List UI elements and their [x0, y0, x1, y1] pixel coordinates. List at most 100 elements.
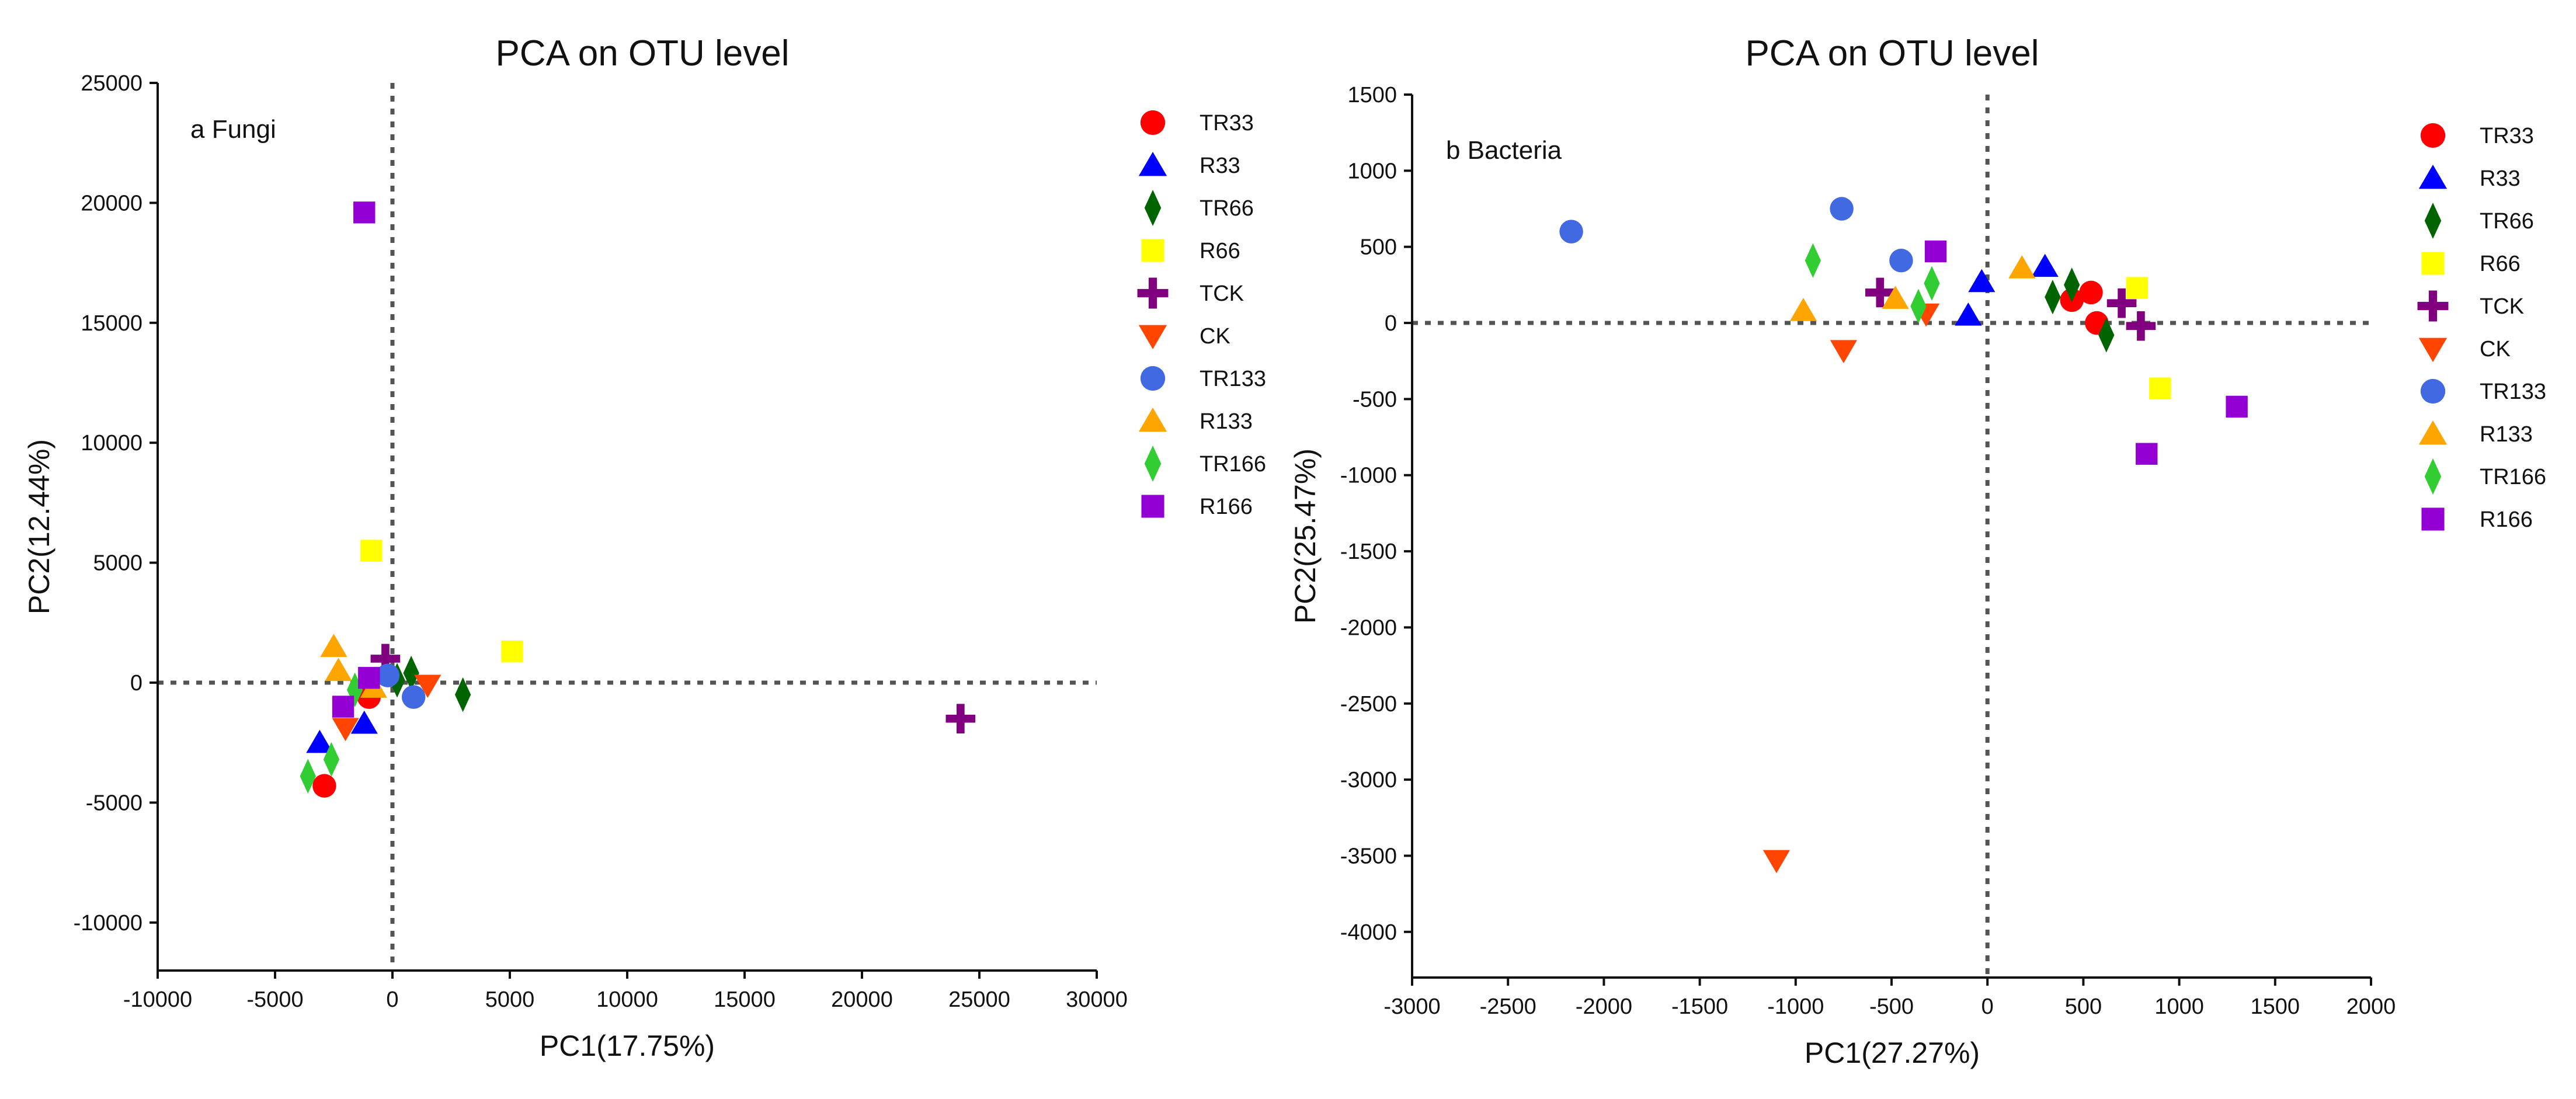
point-r33	[306, 729, 333, 753]
y-tick-label: -1000	[1340, 464, 1397, 488]
legend-label-ck: CK	[2480, 337, 2511, 361]
legend-marker-r66	[2421, 252, 2445, 275]
panel-label-fungi: a Fungi	[190, 115, 276, 144]
point-ck	[1830, 340, 1857, 363]
point-r33	[2031, 253, 2059, 277]
points-bacteria	[1559, 197, 2248, 874]
y-tick-label: 10000	[81, 431, 142, 455]
legend-marker-tr133	[2420, 378, 2446, 404]
point-r133	[325, 658, 352, 681]
legend-fungi: TR33 R33 TR66 R66 TCK CK TR133 R133 TR166 R166	[1137, 110, 1266, 519]
legend-label-tck: TCK	[1200, 281, 1244, 306]
point-tr66	[2045, 280, 2061, 315]
y-tick-label: -4000	[1340, 920, 1397, 945]
y-tick-label: -10000	[74, 911, 142, 935]
point-tr166	[1924, 266, 1940, 301]
x-tick-label: -5000	[246, 987, 303, 1012]
y-tick-label: 500	[1360, 235, 1397, 260]
point-r66	[360, 540, 383, 562]
chart-title-fungi: PCA on OTU level	[495, 33, 789, 74]
x-tick-label: -1000	[1767, 994, 1824, 1019]
point-r66	[2149, 377, 2171, 399]
legend-label-r33: R33	[2480, 166, 2521, 191]
x-tick-label: 20000	[831, 987, 893, 1012]
point-r133	[1882, 286, 1909, 309]
point-r133	[1789, 298, 1817, 321]
y-tick-label: 1000	[1347, 159, 1397, 183]
y-tick-label: -2000	[1340, 615, 1397, 640]
x-tick-label: 10000	[596, 987, 658, 1012]
point-r166	[358, 667, 380, 689]
point-r166	[2226, 395, 2248, 418]
point-ck	[332, 718, 359, 742]
y-tick-label: 1500	[1347, 83, 1397, 107]
x-tick-label: 0	[386, 987, 398, 1012]
y-ticks-fungi: -10000 -5000 0 5000 10000 15000 20000 25000	[74, 71, 158, 935]
y-tick-label: -2500	[1340, 692, 1397, 717]
point-tr166	[323, 742, 340, 777]
y-tick-label: -3500	[1340, 844, 1397, 868]
point-tck	[2126, 311, 2156, 341]
legend-label-ck: CK	[1200, 324, 1230, 349]
legend-marker-ck	[2418, 338, 2448, 362]
point-tck	[1865, 277, 1895, 308]
x-tick-label: 5000	[485, 987, 535, 1012]
legend-label-tr133: TR133	[2480, 380, 2546, 404]
y-tick-label: 20000	[81, 191, 142, 215]
x-tick-label: -500	[1869, 994, 1914, 1019]
point-tr33	[312, 774, 336, 798]
y-ticks-bacteria: -4000 -3500 -3000 -2500 -2000 -1500 -1000 -500 0…	[1340, 83, 1412, 945]
point-tr166	[300, 759, 316, 794]
point-tr166	[1805, 243, 1821, 278]
reference-lines-fungi	[158, 83, 1097, 971]
point-tr66	[2098, 318, 2115, 353]
panel-fungi: PCA on OTU level -10000 -5000 0 5000 10000 15…	[23, 33, 1266, 1062]
legend-label-r33: R33	[1200, 154, 1240, 178]
panel-label-bacteria: b Bacteria	[1446, 136, 1562, 165]
legend-marker-tck	[2417, 290, 2449, 322]
y-tick-label: 0	[1385, 311, 1397, 336]
x-tick-label: -2500	[1480, 994, 1536, 1019]
x-tick-label: -10000	[123, 987, 192, 1012]
point-r66	[501, 640, 523, 663]
x-tick-label: -1500	[1671, 994, 1728, 1019]
x-tick-label: 25000	[948, 987, 1010, 1012]
legend-marker-tr166	[2424, 458, 2442, 495]
point-ck	[414, 674, 441, 698]
legend-marker-r33	[2418, 165, 2448, 189]
y-axis-title-fungi: PC2(12.44%)	[23, 439, 55, 614]
point-tck	[370, 644, 401, 674]
x-tick-label: -3000	[1383, 994, 1440, 1019]
x-axis-title-fungi: PC1(17.75%)	[540, 1030, 715, 1062]
panel-bacteria: PCA on OTU level -3000 -2500 -2000 -1500 -10…	[1289, 33, 2546, 1069]
x-tick-label: 15000	[714, 987, 776, 1012]
legend-marker-tr66	[1144, 189, 1162, 227]
y-tick-label: -500	[1353, 387, 1397, 412]
legend-marker-r66	[1141, 239, 1164, 262]
point-tr133	[401, 685, 426, 709]
point-tck	[945, 704, 976, 733]
legend-bacteria: TR33 R33 TR66 R66 TCK CK TR133 R133 TR166 R166	[2417, 123, 2546, 532]
chart-title-bacteria: PCA on OTU level	[1745, 33, 2039, 74]
point-tr66	[454, 677, 471, 712]
y-tick-label: 15000	[81, 311, 142, 336]
legend-label-tr33: TR33	[1200, 111, 1254, 135]
legend-label-r133: R133	[1200, 409, 1253, 434]
x-tick-label: 1500	[2251, 994, 2300, 1019]
legend-label-tr166: TR166	[1200, 452, 1266, 477]
y-tick-label: -3000	[1340, 768, 1397, 792]
legend-label-tr33: TR33	[2480, 124, 2534, 148]
point-tr66	[403, 655, 419, 691]
point-r166	[1924, 240, 1947, 263]
x-ticks-fungi: -10000 -5000 0 5000 10000 15000 20000 25000 3000…	[123, 971, 1128, 1012]
legend-label-r133: R133	[2480, 422, 2533, 447]
legend-label-tck: TCK	[2480, 294, 2524, 319]
point-r166	[353, 201, 376, 224]
point-tr133	[376, 663, 400, 687]
point-tr33	[2079, 280, 2103, 305]
point-r166	[332, 695, 354, 718]
legend-label-tr133: TR133	[1200, 367, 1266, 391]
x-tick-label: 30000	[1066, 987, 1128, 1012]
legend-marker-r33	[1138, 152, 1167, 176]
